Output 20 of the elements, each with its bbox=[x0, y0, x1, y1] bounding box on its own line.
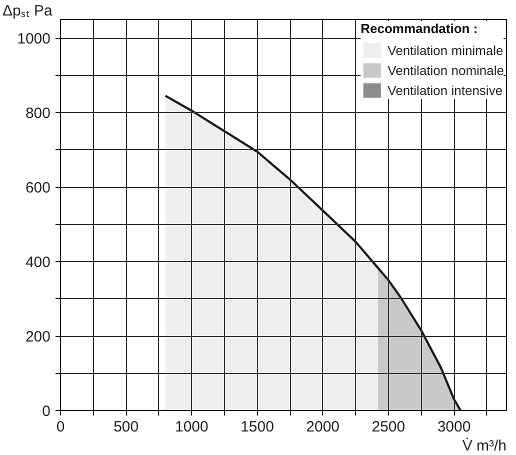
y-tick-label: 0 bbox=[42, 403, 50, 420]
y-tick-label: 400 bbox=[25, 254, 51, 272]
x-axis-title: V̇ m³/h bbox=[462, 437, 507, 454]
line-series bbox=[164, 94, 462, 412]
x-tick-label: 2500 bbox=[372, 418, 406, 436]
legend-title: Recommandation : bbox=[360, 21, 479, 36]
x-tick-label: 0 bbox=[56, 418, 65, 436]
y-tick-label: 800 bbox=[25, 105, 51, 122]
x-tick-label: 3000 bbox=[437, 418, 471, 436]
x-tick-label: 1000 bbox=[174, 418, 208, 436]
y-tick-label: 600 bbox=[25, 180, 51, 197]
y-axis-title: Δpₛₜ Pa bbox=[2, 2, 54, 20]
legend-label: Ventilation nominale bbox=[388, 62, 504, 78]
x-tick-label: 1500 bbox=[240, 418, 274, 436]
y-tick-label: 1000 bbox=[17, 30, 51, 48]
legend-label: Ventilation minimale bbox=[388, 42, 504, 58]
y-tick-label: 200 bbox=[25, 328, 51, 346]
legend-label: Ventilation intensive bbox=[388, 82, 503, 98]
x-tick-label: 2000 bbox=[306, 418, 340, 436]
x-tick-label: 500 bbox=[114, 418, 139, 436]
